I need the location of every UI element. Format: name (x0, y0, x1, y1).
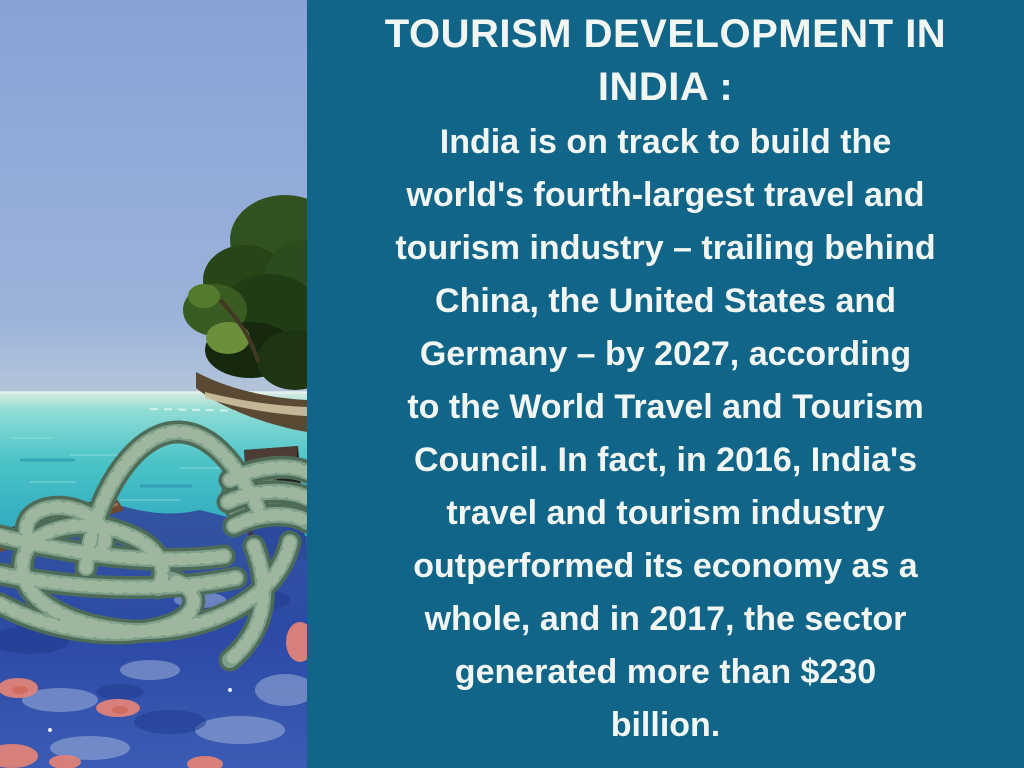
slide-body: India is on track to build the world's f… (307, 116, 1024, 752)
body-line: billion. (610, 706, 721, 744)
body-line: whole, and in 2017, the sector (424, 600, 907, 638)
body-line: travel and tourism industry (446, 494, 885, 532)
body-line: Council. In fact, in 2016, India's (413, 441, 918, 479)
text-panel: TOURISM DEVELOPMENT IN INDIA : India is … (307, 0, 1024, 768)
coiled-rope (0, 432, 307, 660)
body-line: Germany – by 2027, according (419, 335, 912, 373)
slide-title: TOURISM DEVELOPMENT IN INDIA : (307, 8, 1024, 114)
body-line: world's fourth-largest travel and (406, 176, 925, 214)
title-line: INDIA : (597, 65, 734, 109)
body-line: tourism industry – trailing behind (395, 229, 936, 267)
body-line: China, the United States and (435, 282, 896, 320)
photo-panel (0, 0, 307, 768)
body-line: generated more than $230 (454, 653, 877, 691)
boat-photo-illustration (0, 0, 307, 768)
body-line: India is on track to build the (439, 123, 892, 161)
title-line: TOURISM DEVELOPMENT IN (384, 12, 947, 56)
body-line: outperformed its economy as a (413, 547, 918, 585)
body-line: to the World Travel and Tourism (407, 388, 924, 426)
island-trees (183, 195, 307, 432)
